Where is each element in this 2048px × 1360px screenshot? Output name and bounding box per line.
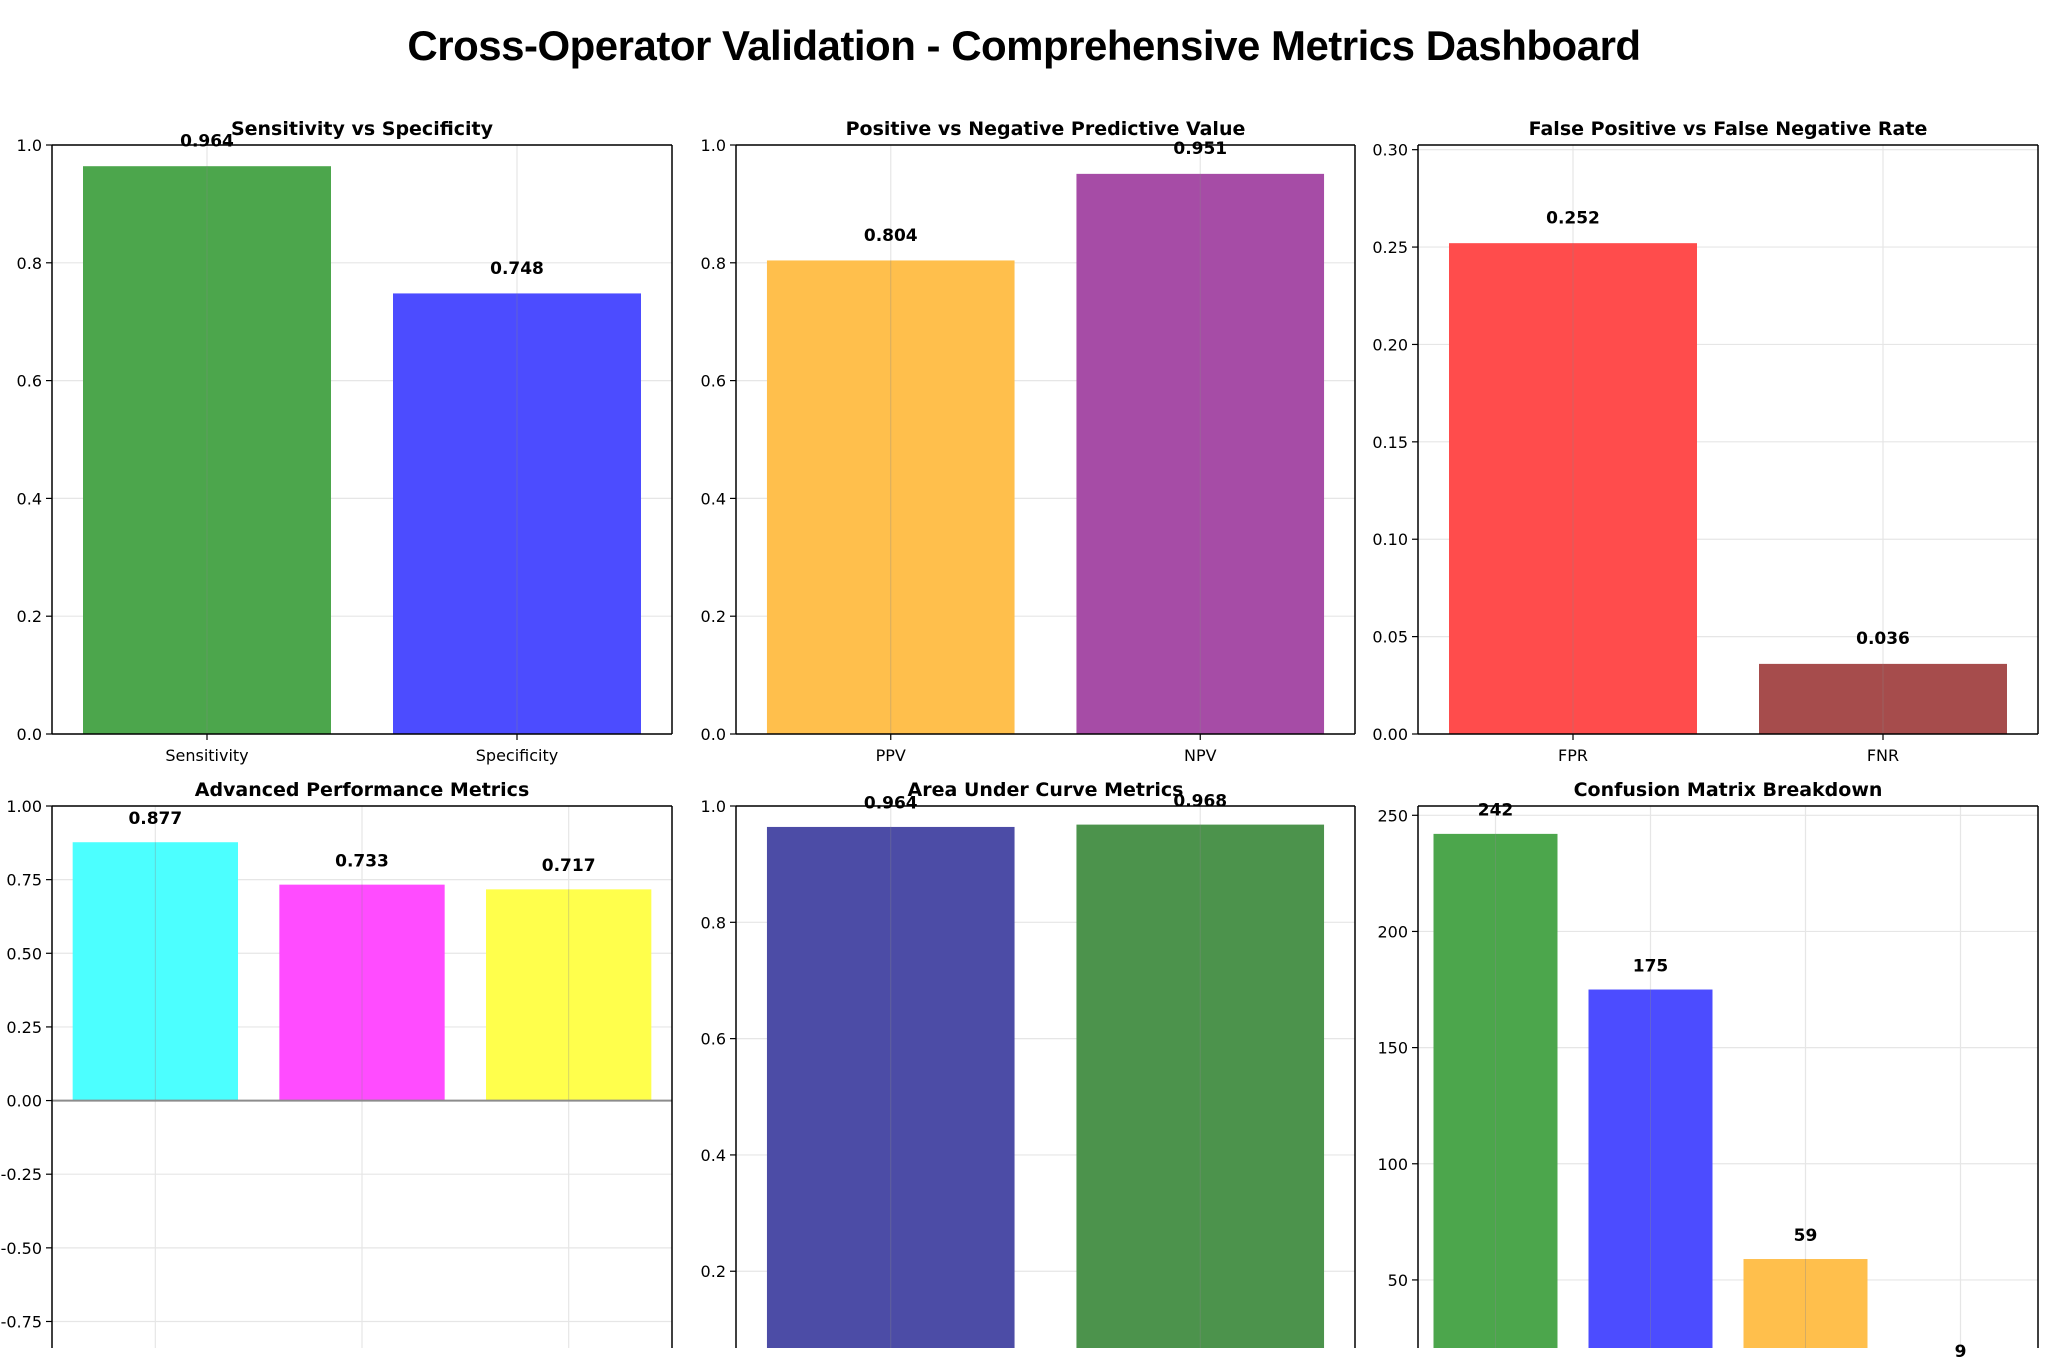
- bar-value-label: 0.951: [1173, 139, 1227, 159]
- y-tick-label: 0.2: [701, 607, 726, 626]
- y-tick-label: 0.50: [6, 944, 42, 963]
- bar-1: [83, 166, 331, 734]
- bar-2: [393, 293, 641, 734]
- y-tick-label: 150: [1377, 1039, 1408, 1058]
- y-tick-label: 0.8: [701, 254, 726, 273]
- dashboard-title: Cross-Operator Validation - Comprehensiv…: [407, 22, 1641, 69]
- bar-1: [766, 260, 1015, 734]
- y-tick-label: 0.6: [701, 1030, 726, 1049]
- x-tick-label: Sensitivity: [165, 746, 248, 765]
- y-tick-label: 50: [1388, 1271, 1408, 1290]
- y-tick-label: 1.0: [701, 797, 726, 816]
- y-tick-label: 0.8: [17, 254, 42, 273]
- bar-value-label: 242: [1478, 801, 1514, 821]
- chart-panel-4: 0.877 0.733 0.717 -0.75 -0.50 -0.25 0.00 0.25 0.…: [1, 779, 673, 1348]
- bar-2: [1588, 989, 1713, 1348]
- bar-value-label: 0.804: [864, 226, 918, 246]
- chart-panel-2: 0.804 0.951 0.0 0.2 0.4 0.6 0.8 1.0 PPV NPV Positi…: [701, 118, 1356, 765]
- y-tick-label: 0.30: [1372, 141, 1408, 160]
- chart-title: Advanced Performance Metrics: [195, 779, 530, 801]
- y-tick-label: 1.0: [17, 136, 42, 155]
- y-tick-label: 0.00: [1372, 725, 1408, 744]
- y-tick-label: 0.20: [1372, 335, 1408, 354]
- y-tick-label: 0.0: [701, 725, 726, 744]
- bar-value-label: 0.748: [490, 259, 544, 279]
- y-tick-label: 200: [1377, 922, 1408, 941]
- x-tick-label: PPV: [876, 746, 906, 765]
- y-tick-label: 0.25: [1372, 238, 1408, 257]
- bar-value-label: 0.252: [1546, 208, 1600, 228]
- chart-panel-6: 242 175 59 9 50 100 150 200 250 Confusion Matrix …: [1377, 779, 2039, 1360]
- bar-value-label: 0.877: [128, 809, 182, 829]
- bar-2: [1076, 173, 1325, 734]
- bar-1: [72, 842, 239, 1101]
- chart-panel-3: 0.252 0.036 0.00 0.05 0.10 0.15 0.20 0.25 0.30 FP…: [1372, 118, 2039, 765]
- bar-value-label: 9: [1955, 1342, 1967, 1360]
- y-tick-label: 0.25: [6, 1018, 42, 1037]
- bar-2: [1759, 663, 2007, 734]
- bar-2: [1076, 824, 1325, 1348]
- bar-value-label: 0.964: [864, 794, 918, 814]
- bar-value-label: 0.717: [542, 856, 596, 876]
- y-tick-label: -0.25: [1, 1165, 42, 1184]
- bar-value-label: 59: [1794, 1226, 1818, 1246]
- y-tick-label: 0.2: [17, 607, 42, 626]
- y-tick-label: 1.0: [701, 136, 726, 155]
- bar-1: [766, 826, 1015, 1348]
- y-tick-label: 0.0: [17, 725, 42, 744]
- y-tick-label: -0.75: [1, 1312, 42, 1331]
- x-tick-label: FPR: [1558, 746, 1588, 765]
- bar-value-label: 0.733: [335, 851, 389, 871]
- y-tick-label: 0.00: [6, 1092, 42, 1111]
- chart-title: Confusion Matrix Breakdown: [1574, 779, 1883, 801]
- chart-title: False Positive vs False Negative Rate: [1529, 118, 1928, 140]
- x-tick-label: FNR: [1867, 746, 1899, 765]
- y-tick-label: 0.4: [17, 489, 42, 508]
- y-tick-label: 1.00: [6, 797, 42, 816]
- bar-3: [486, 889, 652, 1101]
- chart-panel-1: 0.964 0.748 0.0 0.2 0.4 0.6 0.8 1.0 Sensitivity S…: [17, 118, 673, 765]
- y-tick-label: 0.75: [6, 871, 42, 890]
- bar-value-label: 0.036: [1856, 629, 1910, 649]
- bar-value-label: 0.964: [180, 132, 234, 152]
- y-tick-label: 0.4: [701, 489, 726, 508]
- y-tick-label: -0.50: [1, 1239, 42, 1258]
- chart-title: Area Under Curve Metrics: [908, 779, 1184, 801]
- y-tick-label: 0.15: [1372, 433, 1408, 452]
- bar-1: [1449, 243, 1697, 734]
- chart-title: Positive vs Negative Predictive Value: [846, 118, 1246, 140]
- y-tick-label: 0.6: [17, 372, 42, 391]
- y-tick-label: 250: [1377, 806, 1408, 825]
- y-tick-label: 0.4: [701, 1146, 726, 1165]
- y-tick-label: 0.05: [1372, 628, 1408, 647]
- y-tick-label: 0.8: [701, 913, 726, 932]
- bar-value-label: 175: [1633, 956, 1669, 976]
- y-tick-label: 0.10: [1372, 530, 1408, 549]
- y-tick-label: 0.2: [701, 1262, 726, 1281]
- x-tick-label: Specificity: [476, 746, 558, 765]
- chart-title: Sensitivity vs Specificity: [231, 118, 494, 140]
- bar-2: [279, 884, 445, 1101]
- y-tick-label: 100: [1377, 1155, 1408, 1174]
- y-tick-label: 0.6: [701, 372, 726, 391]
- bar-3: [1743, 1259, 1868, 1348]
- bar-1: [1433, 833, 1558, 1348]
- x-tick-label: NPV: [1184, 746, 1217, 765]
